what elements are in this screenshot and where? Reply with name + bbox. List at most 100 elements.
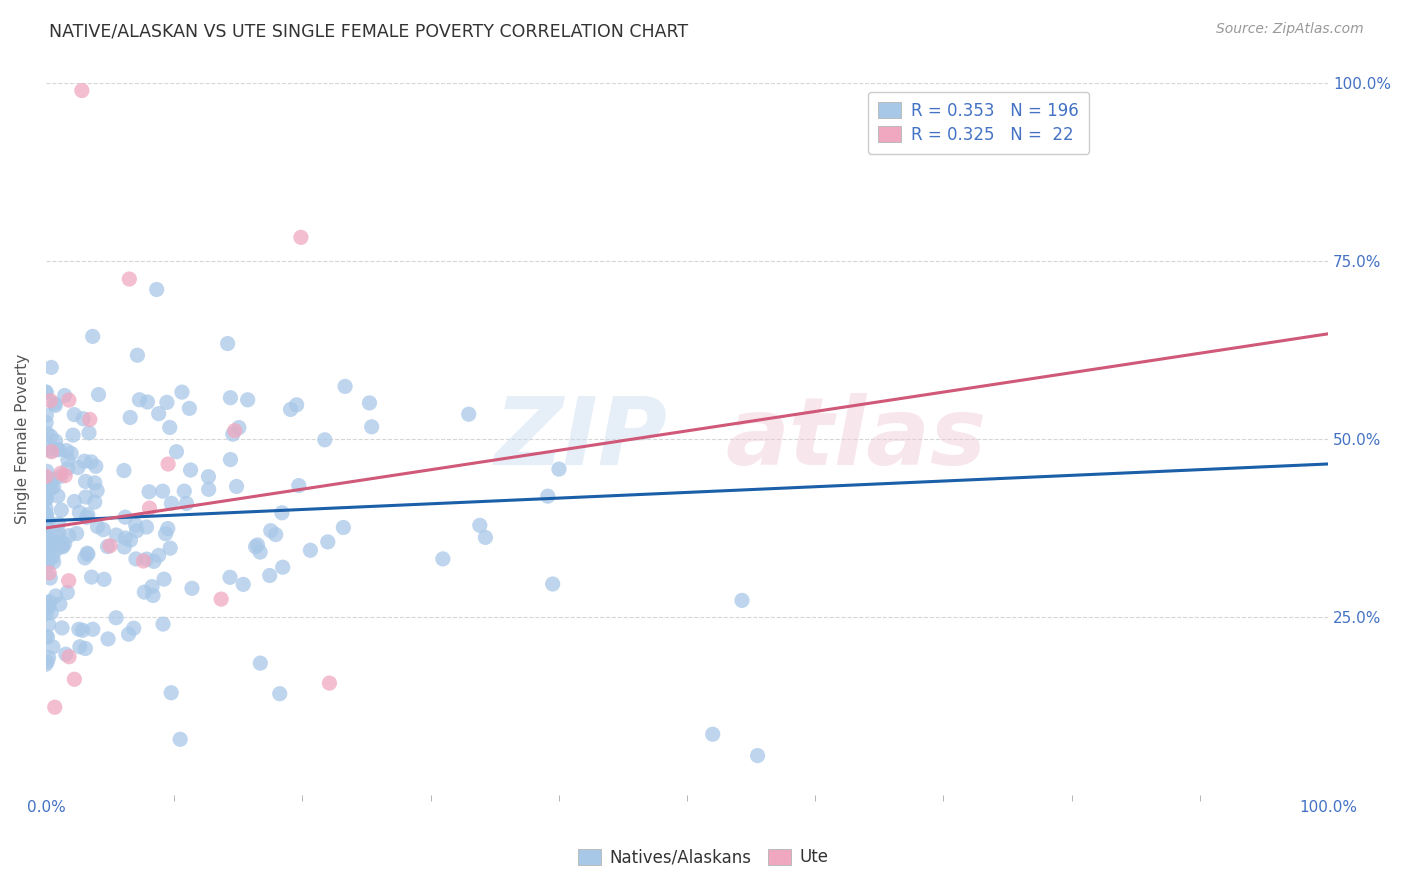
Point xyxy=(474,530,496,544)
Point xyxy=(128,392,150,407)
Point xyxy=(134,585,156,599)
Y-axis label: Single Female Poverty: Single Female Poverty xyxy=(15,354,30,524)
Point xyxy=(269,687,291,701)
Point xyxy=(548,462,571,476)
Point xyxy=(181,582,204,596)
Point xyxy=(136,395,159,409)
Point xyxy=(63,673,86,687)
Point xyxy=(285,398,308,412)
Point xyxy=(219,570,242,584)
Point xyxy=(38,650,60,665)
Point xyxy=(35,464,58,478)
Point xyxy=(228,420,250,434)
Point xyxy=(260,524,283,538)
Point xyxy=(37,655,59,669)
Point xyxy=(48,516,70,531)
Point xyxy=(360,419,382,434)
Point xyxy=(42,480,65,494)
Point xyxy=(224,424,246,438)
Point xyxy=(219,391,242,405)
Point xyxy=(141,580,163,594)
Point xyxy=(148,407,170,421)
Point xyxy=(84,459,107,474)
Point xyxy=(105,611,128,625)
Point xyxy=(44,534,66,549)
Point xyxy=(37,426,59,441)
Point xyxy=(46,442,69,457)
Point xyxy=(179,401,201,416)
Point xyxy=(122,621,145,635)
Point xyxy=(41,481,63,495)
Point xyxy=(79,412,101,426)
Point xyxy=(747,748,769,763)
Point xyxy=(77,425,100,440)
Point xyxy=(135,520,157,534)
Point xyxy=(51,503,73,517)
Point xyxy=(541,577,564,591)
Point xyxy=(82,329,104,343)
Point xyxy=(160,686,183,700)
Point xyxy=(35,501,58,516)
Point xyxy=(731,593,754,607)
Point xyxy=(53,536,76,550)
Point xyxy=(73,550,96,565)
Point xyxy=(41,444,63,458)
Point xyxy=(86,483,108,498)
Point xyxy=(280,402,302,417)
Point xyxy=(112,463,135,477)
Point xyxy=(72,411,94,425)
Point xyxy=(37,515,59,529)
Point xyxy=(49,597,72,611)
Point xyxy=(155,526,177,541)
Point xyxy=(219,452,242,467)
Point xyxy=(157,457,180,471)
Point xyxy=(66,460,89,475)
Point xyxy=(249,656,271,670)
Point xyxy=(97,632,120,646)
Point xyxy=(259,568,281,582)
Point xyxy=(314,433,336,447)
Point xyxy=(537,489,560,503)
Point xyxy=(55,647,77,661)
Point xyxy=(56,585,79,599)
Point xyxy=(80,570,103,584)
Point xyxy=(76,510,98,524)
Point xyxy=(702,727,724,741)
Point xyxy=(62,428,84,442)
Point xyxy=(432,552,454,566)
Point xyxy=(53,388,76,402)
Point xyxy=(271,506,294,520)
Point xyxy=(67,505,90,519)
Point xyxy=(38,599,60,614)
Point xyxy=(96,540,118,554)
Point xyxy=(197,483,219,497)
Point xyxy=(35,601,58,615)
Point xyxy=(246,538,269,552)
Point xyxy=(39,595,62,609)
Point xyxy=(125,518,148,533)
Point xyxy=(359,396,381,410)
Point xyxy=(45,589,67,603)
Point xyxy=(39,571,62,585)
Point xyxy=(93,572,115,586)
Point xyxy=(35,508,58,522)
Point xyxy=(35,385,58,400)
Point xyxy=(299,543,322,558)
Point xyxy=(169,732,191,747)
Text: atlas: atlas xyxy=(725,393,987,485)
Point xyxy=(73,454,96,468)
Point xyxy=(98,539,121,553)
Point xyxy=(80,455,103,469)
Point xyxy=(114,510,136,524)
Point xyxy=(112,540,135,554)
Point xyxy=(35,533,58,547)
Point xyxy=(39,429,62,443)
Point xyxy=(180,463,202,477)
Point xyxy=(37,441,59,455)
Point xyxy=(236,392,259,407)
Point xyxy=(125,552,148,566)
Point xyxy=(39,360,62,375)
Point xyxy=(42,537,65,551)
Point xyxy=(217,336,239,351)
Point xyxy=(35,526,58,541)
